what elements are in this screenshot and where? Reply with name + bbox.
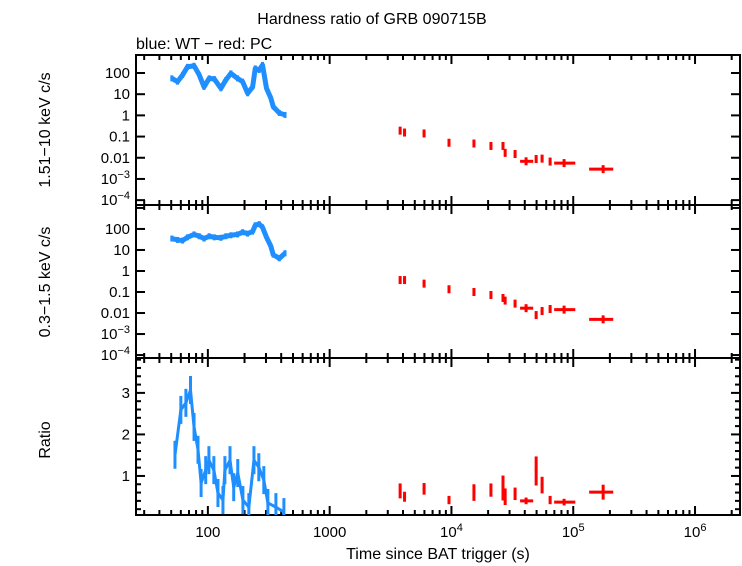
y-tick-label: 0.1: [109, 129, 130, 146]
x-tick-label: 1000: [313, 524, 346, 541]
y-tick-label: 1: [122, 263, 130, 280]
y-tick-label: 10−3: [101, 324, 130, 343]
y-tick-label: 10−4: [101, 190, 130, 209]
y-tick-label: 10: [113, 242, 130, 259]
y-tick-label: 2: [122, 426, 130, 443]
x-tick-label: 105: [562, 522, 585, 541]
panel3-y-label: Ratio: [37, 421, 54, 458]
y-tick-label: 3: [122, 385, 130, 402]
panel3-frame: [135, 357, 741, 516]
y-tick-label: 1: [122, 107, 130, 124]
y-tick-label: 100: [105, 65, 130, 82]
y-tick-label: 100: [105, 221, 130, 238]
panel1-y-label: 1.51−10 keV c/s: [37, 72, 54, 187]
x-tick-label: 104: [440, 522, 463, 541]
chart-title: Hardness ratio of GRB 090715B: [257, 11, 486, 28]
chart-subtitle: blue: WT − red: PC: [136, 36, 272, 53]
y-tick-label: 10: [113, 86, 130, 103]
y-tick-label: 10−3: [101, 169, 130, 188]
y-tick-label: 0.01: [101, 150, 130, 167]
y-tick-label: 0.01: [101, 305, 130, 322]
x-tick-label: 100: [195, 524, 220, 541]
panel2-y-label: 0.3−1.5 keV c/s: [37, 227, 54, 338]
wt-series-line: [171, 221, 287, 261]
y-tick-label: 0.1: [109, 284, 130, 301]
wt-series-line: [170, 62, 286, 118]
y-tick-label: 1: [122, 468, 130, 485]
x-axis-label: Time since BAT trigger (s): [346, 546, 530, 563]
y-tick-label: 10−4: [101, 345, 130, 364]
panel2-frame: [135, 204, 741, 359]
x-tick-label: 106: [684, 522, 707, 541]
